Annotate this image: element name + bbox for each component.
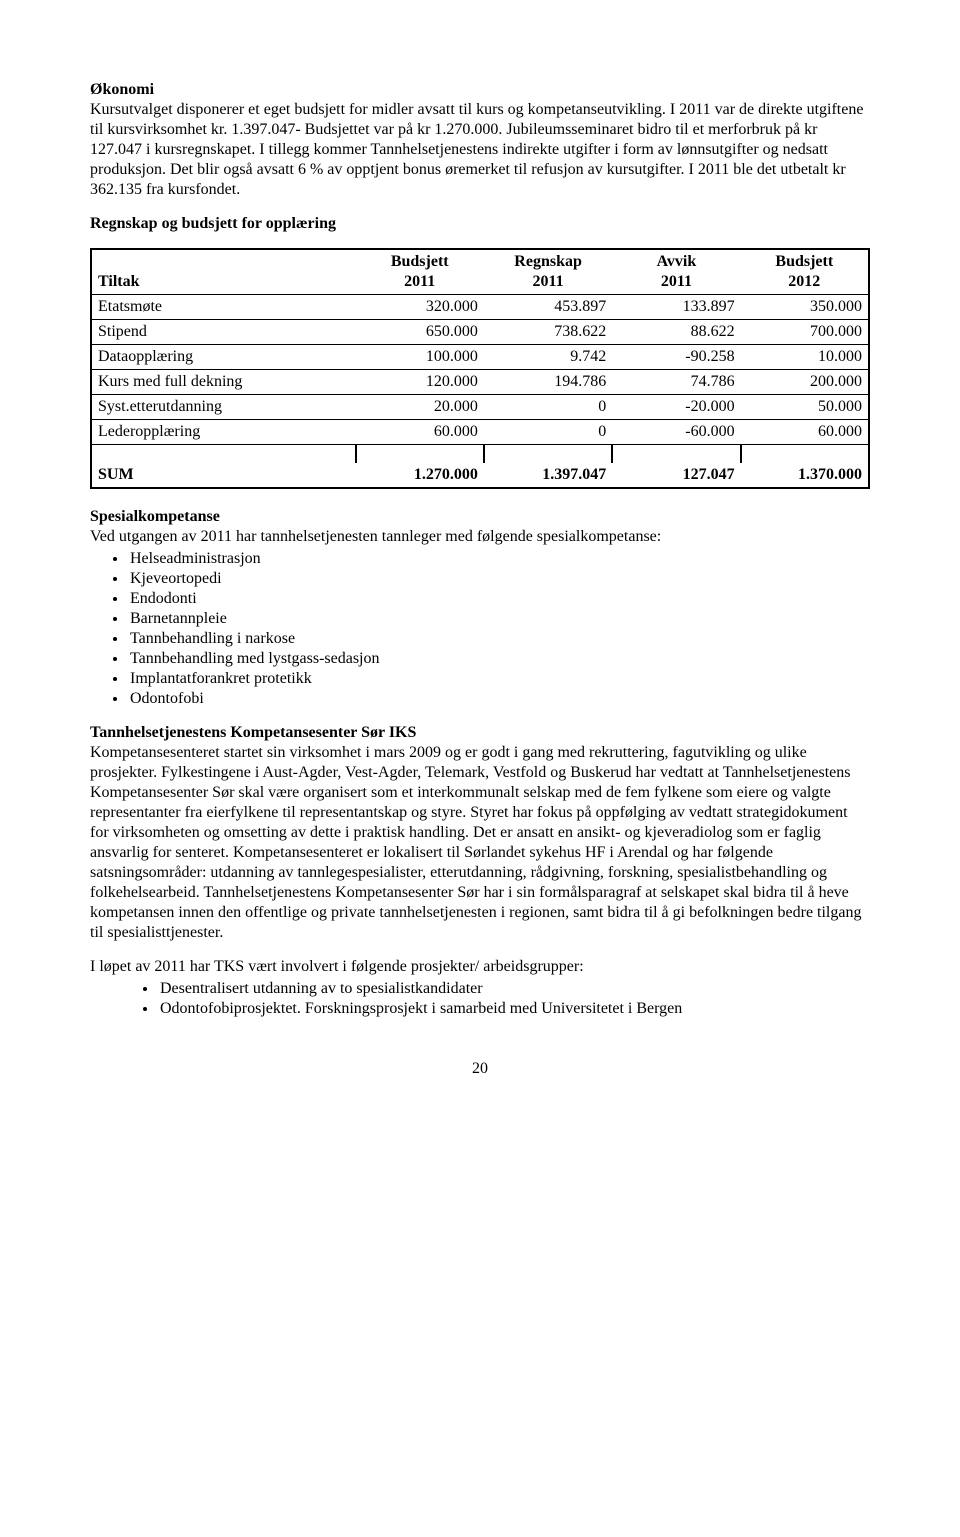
heading-tks: Tannhelsetjenestens Kompetansesenter Sør…	[90, 723, 870, 743]
th-text: Avvik	[657, 253, 697, 270]
th-text: Regnskap	[514, 253, 582, 270]
list-projects: Desentralisert utdanning av to spesialis…	[90, 979, 870, 1019]
th-tiltak: Tiltak	[91, 249, 356, 295]
cell-label: Stipend	[91, 320, 356, 345]
cell-label: Dataopplæring	[91, 345, 356, 370]
heading-economy: Økonomi	[90, 80, 870, 100]
list-item: Barnetannpleie	[128, 609, 870, 629]
cell-value: -60.000	[612, 420, 740, 445]
th-text: Budsjett	[391, 253, 449, 270]
cell-sum-value: 1.370.000	[741, 463, 869, 488]
cell-label: Syst.etterutdanning	[91, 395, 356, 420]
list-item: Odontofobi	[128, 689, 870, 709]
cell-value: 60.000	[356, 420, 484, 445]
list-item: Desentralisert utdanning av to spesialis…	[158, 979, 870, 999]
cell-sum-value: 1.397.047	[484, 463, 612, 488]
th-budsjett-2011: Budsjett 2011	[356, 249, 484, 295]
cell-value: 700.000	[741, 320, 869, 345]
table-header-row: Tiltak Budsjett 2011 Regnskap 2011 Avvik…	[91, 249, 869, 295]
paragraph-tks: Kompetansesenteret startet sin virksomhe…	[90, 743, 870, 943]
lead-projects: I løpet av 2011 har TKS vært involvert i…	[90, 957, 870, 977]
list-item: Helseadministrasjon	[128, 549, 870, 569]
cell-value: 650.000	[356, 320, 484, 345]
table-row: Stipend 650.000 738.622 88.622 700.000	[91, 320, 869, 345]
budget-table: Tiltak Budsjett 2011 Regnskap 2011 Avvik…	[90, 248, 870, 489]
cell-sum-label: SUM	[91, 463, 356, 488]
cell-label: Kurs med full dekning	[91, 370, 356, 395]
table-row: Dataopplæring 100.000 9.742 -90.258 10.0…	[91, 345, 869, 370]
cell-value: 738.622	[484, 320, 612, 345]
cell-value: 9.742	[484, 345, 612, 370]
cell-value: 133.897	[612, 295, 740, 320]
cell-value: 60.000	[741, 420, 869, 445]
cell-value: -90.258	[612, 345, 740, 370]
cell-value: 194.786	[484, 370, 612, 395]
cell-value: 74.786	[612, 370, 740, 395]
table-row: Syst.etterutdanning 20.000 0 -20.000 50.…	[91, 395, 869, 420]
cell-value: 453.897	[484, 295, 612, 320]
cell-value: 320.000	[356, 295, 484, 320]
cell-value: -20.000	[612, 395, 740, 420]
cell-value: 100.000	[356, 345, 484, 370]
list-item: Kjeveortopedi	[128, 569, 870, 589]
cell-value: 0	[484, 395, 612, 420]
th-text: Budsjett	[775, 253, 833, 270]
th-sub: 2012	[747, 272, 862, 292]
heading-spesialkompetanse: Spesialkompetanse	[90, 507, 870, 527]
page-number: 20	[90, 1059, 870, 1079]
cell-sum-value: 1.270.000	[356, 463, 484, 488]
th-budsjett-2012: Budsjett 2012	[741, 249, 869, 295]
list-spesialkompetanse: Helseadministrasjon Kjeveortopedi Endodo…	[90, 549, 870, 709]
th-regnskap-2011: Regnskap 2011	[484, 249, 612, 295]
list-item: Tannbehandling i narkose	[128, 629, 870, 649]
th-sub: 2011	[362, 272, 478, 292]
cell-value: 350.000	[741, 295, 869, 320]
list-item: Implantatforankret protetikk	[128, 669, 870, 689]
table-sum-row: SUM 1.270.000 1.397.047 127.047 1.370.00…	[91, 463, 869, 488]
list-item: Endodonti	[128, 589, 870, 609]
th-sub: 2011	[490, 272, 606, 292]
th-avvik-2011: Avvik 2011	[612, 249, 740, 295]
table-spacer	[91, 445, 869, 464]
th-sub: 2011	[618, 272, 734, 292]
cell-value: 0	[484, 420, 612, 445]
cell-label: Etatsmøte	[91, 295, 356, 320]
cell-label: Lederopplæring	[91, 420, 356, 445]
cell-sum-value: 127.047	[612, 463, 740, 488]
cell-value: 20.000	[356, 395, 484, 420]
cell-value: 10.000	[741, 345, 869, 370]
cell-value: 120.000	[356, 370, 484, 395]
list-item: Odontofobiprosjektet. Forskningsprosjekt…	[158, 999, 870, 1019]
table-row: Etatsmøte 320.000 453.897 133.897 350.00…	[91, 295, 869, 320]
paragraph-economy: Kursutvalget disponerer et eget budsjett…	[90, 100, 870, 200]
table-row: Lederopplæring 60.000 0 -60.000 60.000	[91, 420, 869, 445]
list-item: Tannbehandling med lystgass-sedasjon	[128, 649, 870, 669]
cell-value: 200.000	[741, 370, 869, 395]
cell-value: 88.622	[612, 320, 740, 345]
table-row: Kurs med full dekning 120.000 194.786 74…	[91, 370, 869, 395]
table-title: Regnskap og budsjett for opplæring	[90, 214, 870, 234]
lead-spesialkompetanse: Ved utgangen av 2011 har tannhelsetjenes…	[90, 527, 870, 547]
cell-value: 50.000	[741, 395, 869, 420]
